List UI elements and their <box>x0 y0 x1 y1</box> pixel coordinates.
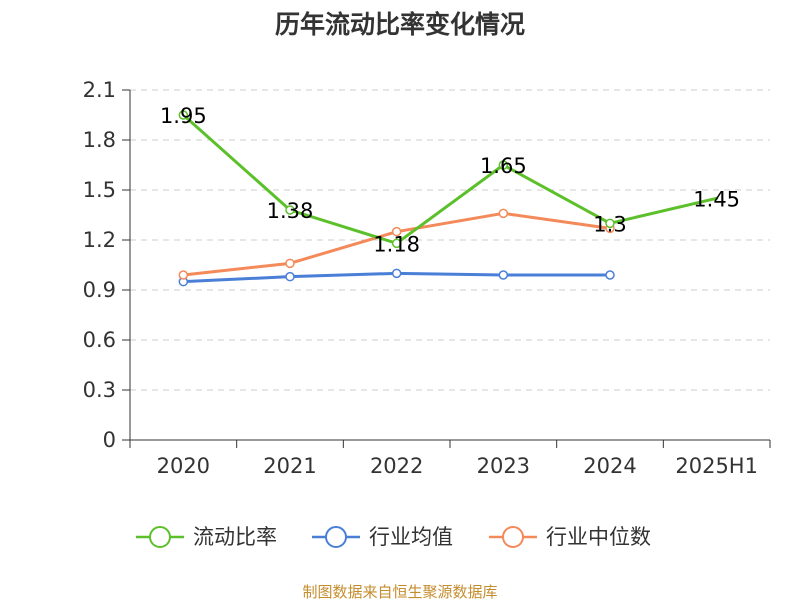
data-labels: 1.95 1.38 1.18 1.65 1.3 1.45 <box>160 104 740 256</box>
data-label: 1.18 <box>373 232 420 256</box>
series-2 <box>178 208 615 280</box>
data-label: 1.65 <box>480 154 527 178</box>
x-tick-label: 2025H1 <box>675 454 758 478</box>
legend: 流动比率 行业均值 行业中位数 <box>136 525 651 549</box>
y-tick-label: 2.1 <box>83 78 116 102</box>
series-0 <box>178 110 719 249</box>
legend-label: 行业均值 <box>369 525 453 549</box>
data-point <box>391 238 402 249</box>
y-tick-label: 0 <box>103 428 116 452</box>
axes: 0 0.3 0.6 0.9 1.2 1.5 1.8 2.1 2020 2021 2022 2023 20… <box>83 78 771 478</box>
x-tick-label: 2023 <box>477 454 530 478</box>
data-point <box>498 160 509 170</box>
data-point <box>498 270 509 280</box>
y-tick-label: 0.6 <box>83 328 116 352</box>
legend-label: 行业中位数 <box>546 525 651 549</box>
source-note: 制图数据来自恒生聚源数据库 <box>302 583 497 600</box>
data-point <box>391 226 402 237</box>
series-1 <box>178 268 615 287</box>
data-point <box>178 110 189 120</box>
y-tick-label: 0.3 <box>83 378 116 402</box>
data-label: 1.3 <box>593 212 626 236</box>
y-tick-label: 1.8 <box>83 128 116 152</box>
gridlines <box>130 89 770 391</box>
series-layer <box>178 110 719 287</box>
x-tick-label: 2022 <box>370 454 423 478</box>
data-point <box>285 258 295 269</box>
legend-item: 行业中位数 <box>489 525 651 549</box>
data-point <box>498 208 509 219</box>
data-point <box>285 271 295 282</box>
y-tick-label: 0.9 <box>83 278 116 302</box>
x-tick-label: 2021 <box>263 454 316 478</box>
chart-title: 历年流动比率变化情况 <box>275 10 525 39</box>
legend-marker <box>502 526 524 548</box>
data-label: 1.38 <box>267 199 314 223</box>
legend-label: 流动比率 <box>193 525 277 549</box>
series-line <box>181 113 719 245</box>
x-tick-label: 2024 <box>583 454 636 478</box>
data-point <box>391 268 402 279</box>
y-tick-label: 1.5 <box>83 178 116 202</box>
y-tick-label: 1.2 <box>83 228 116 252</box>
legend-marker <box>149 526 171 548</box>
x-tick-label: 2020 <box>157 454 210 478</box>
legend-item: 流动比率 <box>136 525 277 549</box>
data-point <box>605 270 615 280</box>
data-label: 1.45 <box>693 187 740 211</box>
data-point <box>285 205 295 215</box>
data-point <box>605 218 615 229</box>
legend-marker <box>325 526 347 548</box>
data-point <box>178 270 189 280</box>
data-label: 1.95 <box>160 104 207 128</box>
legend-item: 行业均值 <box>312 525 453 549</box>
